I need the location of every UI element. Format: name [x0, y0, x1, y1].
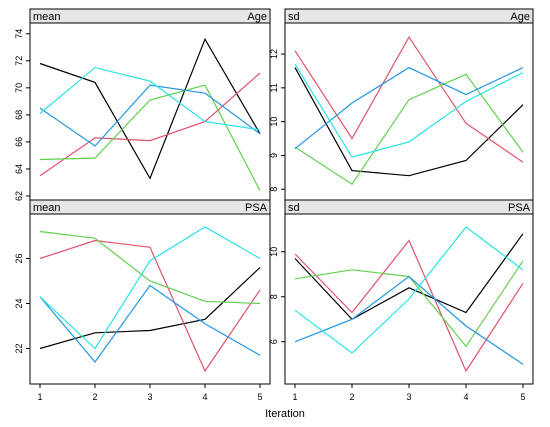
y-tick-label: 12 [269, 49, 279, 59]
strip-mean-psa [29, 199, 271, 215]
strip-mean-age [29, 8, 271, 24]
y-tick-label: 8 [269, 187, 279, 192]
y-tick-label: 64 [14, 164, 24, 174]
strip-stat-label: mean [33, 202, 61, 214]
series-line-4 [294, 66, 524, 150]
series-line-5 [39, 66, 261, 131]
y-tick-label: 22 [14, 343, 24, 353]
series-line-3 [39, 230, 261, 305]
panel-sd-psa: sd PSA 6 8 10 [269, 199, 534, 385]
strip-stat-label: sd [288, 11, 300, 23]
series-line-4 [39, 84, 261, 147]
y-tick-label: 70 [14, 83, 24, 93]
y-tick-label: 10 [269, 247, 279, 257]
x-axis-title: Iteration [265, 408, 305, 420]
series-line-3 [39, 84, 261, 191]
series-line-1 [39, 37, 261, 180]
series-line-1 [294, 67, 524, 177]
series-line-2 [294, 239, 524, 373]
series-line-5 [39, 226, 261, 350]
y-tick-label: 10 [269, 117, 279, 127]
y-tick-label: 68 [14, 110, 24, 120]
y-tick-label: 6 [269, 339, 279, 344]
y-tick-label: 11 [269, 83, 279, 92]
series-line-2 [294, 35, 524, 163]
x-tick-label: 3 [406, 392, 411, 402]
y-tick-label: 8 [269, 294, 279, 299]
series-line-5 [294, 226, 524, 354]
series-line-1 [294, 233, 524, 321]
strip-variable-label: Age [510, 11, 530, 23]
x-tick-label: 5 [257, 392, 262, 402]
strip-variable-label: PSA [508, 202, 531, 214]
strip-stat-label: sd [288, 202, 300, 214]
panel-mean-psa: mean PSA 22 24 26 [14, 199, 271, 385]
y-tick-label: 9 [269, 153, 279, 158]
series-line-3 [294, 260, 524, 348]
series-line-4 [294, 275, 524, 365]
strip-sd-psa [284, 199, 534, 215]
y-tick-label: 26 [14, 253, 24, 263]
y-tick-label: 62 [14, 191, 24, 201]
series-line-4 [39, 284, 261, 363]
x-axis: 1 2 3 4 5 1 2 3 4 5 [37, 384, 526, 402]
y-tick-label: 24 [14, 298, 24, 308]
x-tick-label: 4 [202, 392, 207, 402]
panel-mean-age: mean Age 62 64 66 68 70 72 74 [14, 8, 271, 201]
strip-stat-label: mean [33, 11, 61, 23]
strip-sd-age [284, 8, 534, 24]
strip-variable-label: Age [247, 11, 267, 23]
y-tick-label: 66 [14, 137, 24, 147]
x-tick-label: 2 [92, 392, 97, 402]
x-tick-label: 5 [520, 392, 525, 402]
series-line-2 [39, 72, 261, 177]
x-tick-label: 1 [37, 392, 42, 402]
y-tick-label: 74 [14, 29, 24, 39]
strip-variable-label: PSA [245, 202, 268, 214]
x-tick-label: 4 [463, 392, 468, 402]
series-line-2 [39, 239, 261, 373]
plot-frame-sd-age [284, 22, 534, 201]
plot-frame-mean-psa [29, 213, 271, 385]
x-tick-label: 1 [292, 392, 297, 402]
panel-sd-age: sd Age 8 9 10 11 12 [269, 8, 534, 201]
y-tick-label: 72 [14, 56, 24, 66]
x-tick-label: 2 [349, 392, 354, 402]
series-line-5 [294, 63, 524, 158]
plot-frame-mean-age [29, 22, 271, 201]
series-line-3 [294, 73, 524, 186]
x-tick-label: 3 [147, 392, 152, 402]
